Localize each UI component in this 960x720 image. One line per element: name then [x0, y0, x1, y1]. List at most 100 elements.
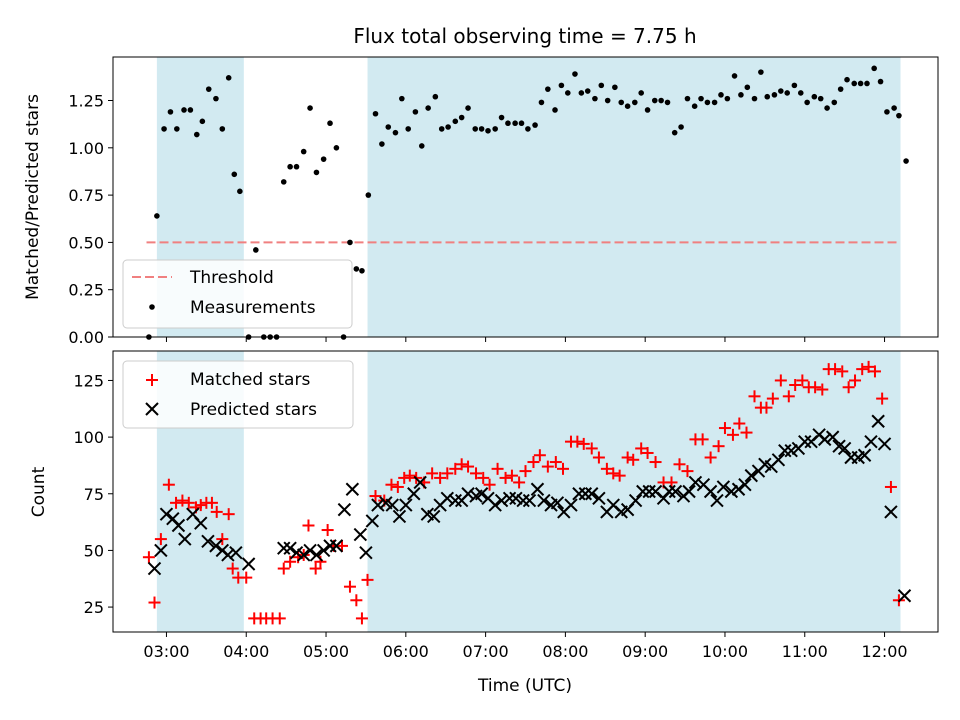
matched-star-point: [449, 462, 462, 475]
predicted-star-point: [385, 498, 399, 512]
measurement-point: [385, 124, 392, 130]
bottom-panel: 25 50 75 100 125 03:00 04:00 05:00 06:00 07:00 08…: [29, 350, 939, 696]
measurement-point: [671, 129, 678, 136]
top-x-ticks: [165, 337, 886, 342]
measurement-point: [778, 88, 784, 94]
matched-star-point: [403, 469, 416, 482]
matched-star-point: [585, 442, 598, 455]
matched-star-point: [205, 496, 218, 509]
matched-star-point: [592, 451, 605, 464]
matched-star-point: [470, 467, 483, 480]
matched-star-point: [862, 360, 875, 373]
x-tick-label: 04:00: [223, 642, 269, 661]
predicted-star-point: [359, 545, 373, 560]
predicted-star-point: [509, 491, 523, 506]
matched-star-point: [541, 460, 554, 473]
measurement-point: [472, 126, 479, 132]
matched-star-point: [557, 462, 569, 475]
y-tick-label: 0.00: [68, 328, 104, 347]
measurement-point: [327, 120, 333, 127]
measurement-point: [498, 114, 505, 121]
measurement-point: [219, 126, 226, 132]
x-tick-label: 11:00: [782, 642, 828, 661]
predicted-star-point: [857, 448, 872, 462]
matched-star-point: [434, 471, 447, 484]
matched-star-point: [868, 365, 881, 378]
matched-star-point: [162, 478, 175, 491]
predicted-star-point: [229, 545, 243, 560]
matched-star-point: [170, 496, 183, 509]
predicted-star-point: [371, 498, 385, 512]
measurement-point: [405, 126, 412, 132]
matched-star-point: [836, 365, 849, 378]
matched-star-point: [641, 446, 654, 459]
predicted-star-point: [662, 484, 676, 499]
measurement-point: [438, 126, 445, 132]
measurement-point: [691, 103, 698, 109]
predicted-star-point: [778, 444, 792, 458]
matched-star-point: [426, 467, 439, 480]
measurement-point: [718, 92, 724, 98]
measurement-point: [333, 145, 340, 151]
measurement-point: [592, 95, 598, 102]
measurement-point: [817, 95, 824, 102]
predicted-star-point: [413, 475, 427, 490]
measurement-point: [871, 65, 877, 72]
matched-star-point: [462, 460, 475, 473]
predicted-star-point: [178, 532, 192, 546]
predicted-star-point: [171, 518, 186, 533]
measurement-point: [804, 99, 810, 106]
matched-star-point: [277, 562, 290, 575]
matched-star-point: [321, 524, 334, 537]
predicted-star-point: [642, 484, 656, 499]
matched-star-point: [391, 480, 404, 493]
predicted-star-point: [309, 548, 324, 562]
predicted-star-point: [738, 477, 752, 492]
matched-star-point: [216, 533, 229, 546]
predicted-star-point: [572, 487, 586, 501]
measurement-point: [884, 109, 890, 115]
predicted-star-point: [744, 468, 759, 483]
x-tick-label: 03:00: [143, 642, 189, 661]
measurement-point: [837, 86, 844, 92]
matched-star-point: [455, 458, 468, 471]
x-axis-label: Time (UTC): [477, 676, 572, 696]
matched-star-point: [621, 451, 634, 464]
predicted-star-point: [522, 493, 537, 508]
top-legend-box: [122, 259, 353, 329]
x-tick-label: 06:00: [383, 642, 429, 661]
measurement-point: [505, 120, 511, 127]
measurement-point: [896, 112, 902, 119]
measurement-point: [791, 82, 798, 89]
measurement-point: [578, 90, 585, 96]
measurement-point: [359, 267, 365, 274]
y-tick-label: 0.50: [68, 233, 104, 252]
matched-legend-swatch: [146, 374, 158, 386]
predicted-star-point: [201, 534, 215, 549]
measurement-point: [552, 107, 558, 113]
measurement-points: [146, 65, 909, 340]
bottom-shaded-interval-1: [367, 351, 901, 632]
matched-star-point: [704, 451, 717, 464]
matched-star-point: [398, 471, 411, 484]
top-y-ticks: 0.00 0.25 0.50 0.75 1.00 1.25: [68, 92, 113, 347]
measurement-point: [903, 158, 909, 164]
y-tick-label: 25: [84, 598, 104, 617]
bottom-legend: Matched stars Predicted stars: [122, 360, 354, 429]
threshold-legend-label: Threshold: [189, 268, 274, 288]
predicted-star-point: [884, 505, 898, 519]
matched-star-point: [335, 539, 348, 552]
measurement-point: [199, 118, 206, 125]
y-tick-label: 75: [84, 485, 104, 504]
matched-star-point: [226, 562, 239, 575]
matched-star-point: [673, 458, 686, 471]
predicted-star-point: [474, 487, 489, 501]
measurement-point: [764, 93, 771, 100]
x-tick-label: 12:00: [861, 642, 907, 661]
predicted-star-point: [488, 498, 502, 512]
matched-star-point: [519, 465, 532, 478]
matched-star-point: [505, 469, 518, 482]
matched-star-point: [876, 392, 889, 405]
bottom-legend-box: [122, 360, 354, 429]
